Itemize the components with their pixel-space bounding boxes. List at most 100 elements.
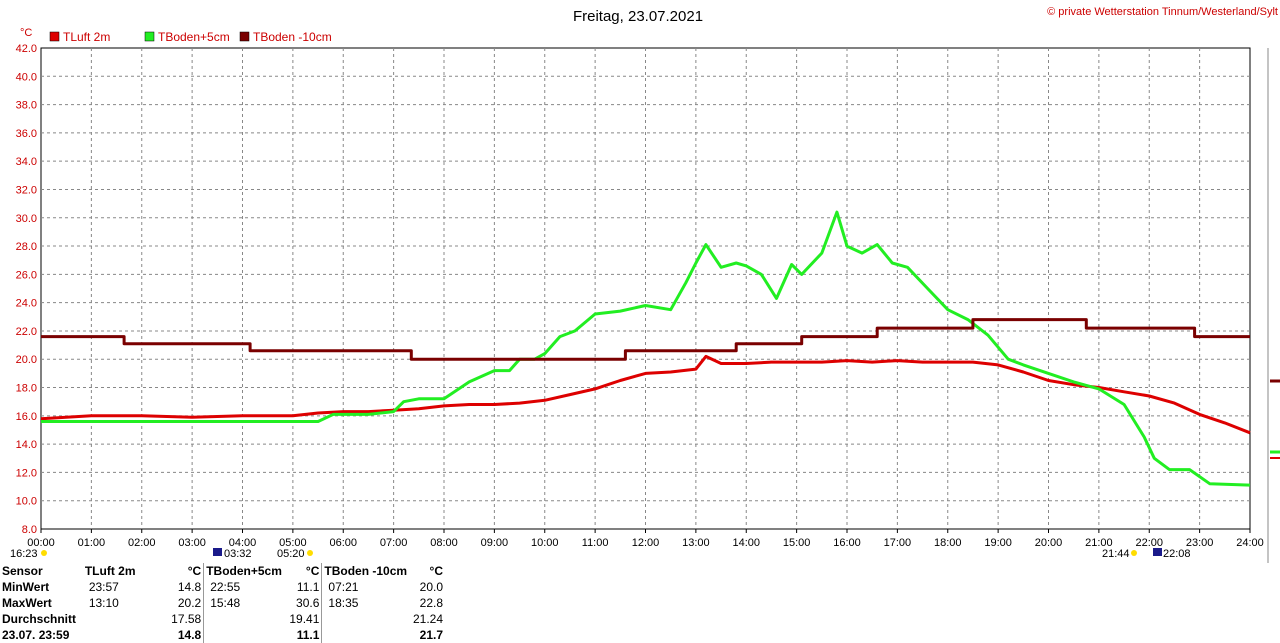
x-tick-label: 02:00 — [128, 537, 156, 549]
x-tick-label: 05:00 — [279, 537, 307, 549]
moon-icon — [213, 548, 222, 556]
x-tick-label: 03:00 — [178, 537, 206, 549]
cell-time — [83, 611, 161, 627]
sun-icon — [41, 550, 47, 556]
x-tick-label: 06:00 — [329, 537, 357, 549]
table-row: 23.07. 23:59 14.8 11.1 21.7 — [0, 627, 445, 643]
x-tick-label: 24:00 — [1236, 537, 1264, 549]
x-tick-label: 00:00 — [27, 537, 55, 549]
legend-swatch-tboden5 — [144, 31, 155, 42]
row-label: MaxWert — [2, 596, 52, 610]
y-tick-label: 16.0 — [16, 411, 37, 423]
x-tick-label: 14:00 — [732, 537, 760, 549]
series-line-tluft — [40, 354, 1251, 435]
table-row: MaxWert 13:10 20.2 15:48 30.6 18:35 22.8 — [0, 595, 445, 611]
sun-icon — [307, 550, 313, 556]
table-row: MinWert 23:57 14.8 22:55 11.1 07:21 20.0 — [0, 579, 445, 595]
cell-time — [321, 627, 411, 643]
legend-label-tboden5: TBoden+5cm — [158, 30, 230, 44]
y-tick-label: 24.0 — [16, 298, 37, 310]
table-row: Durchschnitt 17.58 19.41 21.24 — [0, 611, 445, 627]
sunrise-label: 05:20 — [277, 548, 305, 560]
cell-value: 11.1 — [296, 580, 320, 594]
tboden10-header: TBoden -10cm — [321, 563, 411, 579]
x-tick-label: 12:00 — [632, 537, 660, 549]
cell-value: 11.1 — [296, 628, 320, 642]
tboden5-header: TBoden+5cm — [203, 563, 288, 579]
cell-time: 07:21 — [321, 579, 411, 595]
x-tick-label: 07:00 — [380, 537, 408, 549]
y-axis-ticks: 8.0 10.0 12.0 14.0 16.0 18.0 20.0 22.0 24.0 26.0 2… — [16, 43, 37, 536]
cell-value: 21.24 — [412, 612, 443, 626]
sun-markers: 16:23 03:32 05:20 21:44 22:08 — [10, 548, 1191, 560]
cell-value: 30.6 — [296, 596, 320, 610]
sunrise-dawn-label: 03:32 — [224, 548, 252, 560]
y-tick-label: 22.0 — [16, 326, 37, 338]
x-tick-label: 16:00 — [833, 537, 861, 549]
cell-time: 23:57 — [88, 580, 119, 594]
cell-value: 20.2 — [177, 596, 202, 610]
x-tick-label: 21:00 — [1085, 537, 1113, 549]
cell-value: 22.8 — [419, 596, 443, 610]
series-line-tboden10 — [41, 318, 1250, 361]
y-axis-unit: °C — [20, 27, 32, 39]
tluft-header: TLuft 2m — [84, 564, 136, 578]
x-tick-label: 09:00 — [481, 537, 509, 549]
sunset-prev-label: 16:23 — [10, 548, 38, 560]
y-tick-label: 8.0 — [22, 524, 37, 536]
unit-header: °C — [305, 564, 320, 578]
cell-time — [321, 611, 411, 627]
x-tick-label: 11:00 — [582, 537, 609, 549]
y-tick-label: 14.0 — [16, 439, 37, 451]
x-tick-label: 04:00 — [229, 537, 257, 549]
row-label: Durchschnitt — [2, 612, 77, 626]
sunset-label: 21:44 — [1102, 548, 1130, 560]
y-tick-label: 12.0 — [16, 467, 37, 479]
cell-time — [203, 627, 288, 643]
y-tick-label: 28.0 — [16, 241, 37, 253]
x-tick-label: 10:00 — [531, 537, 559, 549]
legend-label-tluft: TLuft 2m — [63, 30, 110, 44]
y-tick-label: 26.0 — [16, 269, 37, 281]
y-tick-label: 32.0 — [16, 184, 37, 196]
unit-header: °C — [429, 564, 443, 578]
row-label: 23.07. 23:59 — [2, 628, 70, 642]
cell-time — [203, 611, 288, 627]
x-axis-ticks: 00:00 01:00 02:00 03:00 04:00 05:00 06:00 07:00… — [27, 537, 1264, 549]
x-tick-label: 13:00 — [682, 537, 710, 549]
moon-icon — [1153, 548, 1162, 556]
cell-value: 20.0 — [419, 580, 443, 594]
cell-time: 15:48 — [203, 595, 288, 611]
x-tick-label: 01:00 — [78, 537, 106, 549]
unit-header: °C — [187, 564, 202, 578]
row-label: MinWert — [2, 580, 50, 594]
legend-label-tboden10: TBoden -10cm — [253, 30, 332, 44]
cell-value: 19.41 — [289, 612, 320, 626]
sensor-header: Sensor — [2, 564, 43, 578]
y-tick-label: 10.0 — [16, 496, 37, 508]
cell-value: 14.8 — [177, 628, 202, 642]
cell-time: 13:10 — [88, 596, 119, 610]
cell-value: 17.58 — [171, 612, 202, 626]
x-tick-label: 17:00 — [884, 537, 912, 549]
x-tick-label: 18:00 — [934, 537, 962, 549]
series-lines — [40, 210, 1251, 487]
sun-icon — [1131, 550, 1137, 556]
cell-value: 21.7 — [419, 628, 443, 642]
legend: TLuft 2m TBoden+5cm TBoden -10cm — [49, 30, 332, 44]
x-tick-label: 15:00 — [783, 537, 811, 549]
cell-time: 22:55 — [203, 579, 288, 595]
cell-value: 14.8 — [177, 580, 202, 594]
y-tick-label: 18.0 — [16, 383, 37, 395]
legend-swatch-tluft — [49, 31, 60, 42]
x-tick-label: 20:00 — [1035, 537, 1063, 549]
cell-time: 18:35 — [321, 595, 411, 611]
x-tick-label: 23:00 — [1186, 537, 1214, 549]
dusk-label: 22:08 — [1163, 548, 1191, 560]
y-tick-label: 38.0 — [16, 100, 37, 112]
x-tick-label: 08:00 — [430, 537, 458, 549]
x-tick-label: 22:00 — [1135, 537, 1163, 549]
chart-title: Freitag, 23.07.2021 — [573, 8, 703, 25]
copyright-text: © private Wetterstation Tinnum/Westerlan… — [1047, 6, 1278, 18]
y-tick-label: 20.0 — [16, 354, 37, 366]
